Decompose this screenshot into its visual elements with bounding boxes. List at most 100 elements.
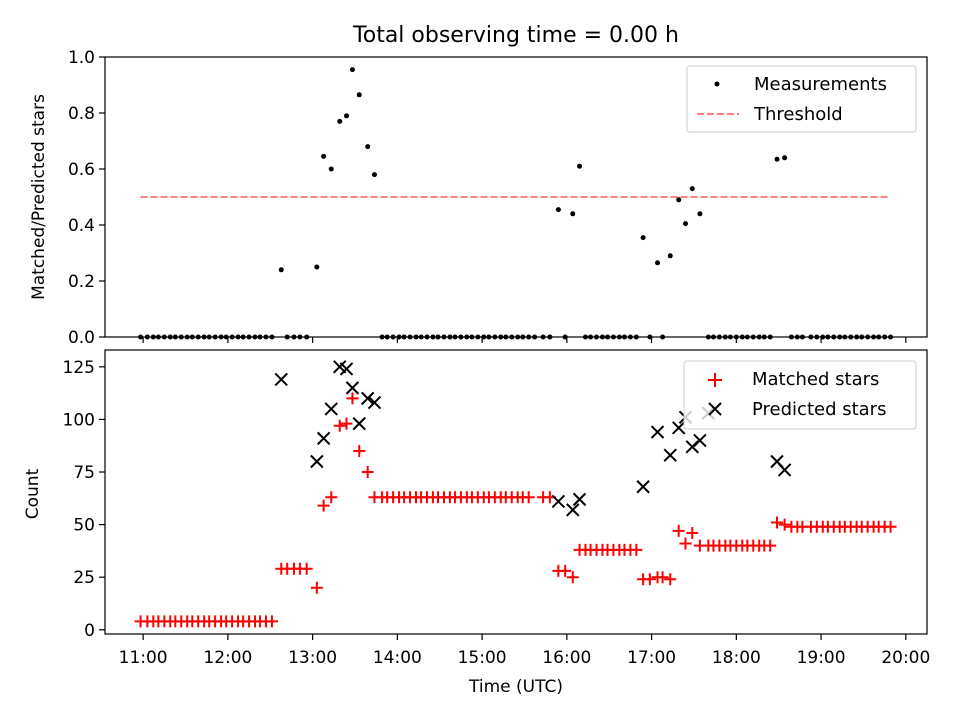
matched-stars-point (361, 466, 374, 479)
predicted-stars-point (339, 362, 354, 376)
matched-stars-point (325, 491, 338, 504)
legend-matched-label: Matched stars (752, 369, 879, 390)
matched-stars-point (778, 518, 791, 531)
measurement-point (349, 67, 355, 73)
matched-stars-point (566, 571, 579, 584)
predicted-stars-point (360, 391, 375, 406)
bottom-y-tick-label: 50 (73, 516, 95, 536)
matched-stars-point (559, 564, 572, 577)
bottom-x-tick-label: 12:00 (203, 648, 252, 668)
measurement-point (278, 267, 284, 273)
legend-predicted-marker (708, 402, 722, 416)
predicted-stars-point (274, 372, 288, 387)
top-legend: Measurements Threshold (686, 65, 917, 133)
measurement-point (774, 156, 780, 162)
top-y-tick-label: 0.8 (68, 104, 95, 124)
matched-stars-point (333, 419, 346, 432)
matched-stars-point (764, 539, 777, 552)
bottom-y-tick-label: 0 (84, 621, 95, 641)
matched-stars-point (884, 520, 897, 533)
measurement-point (570, 211, 576, 217)
bottom-y-axis-label: Count (23, 468, 43, 519)
predicted-stars-point (324, 402, 338, 416)
top-y-tick-label: 0.2 (68, 272, 95, 292)
predicted-stars-point (352, 416, 366, 431)
measurement-point (365, 144, 371, 150)
predicted-stars-point (663, 448, 677, 462)
predicted-stars-point (367, 395, 382, 410)
legend-threshold-label: Threshold (753, 104, 843, 125)
measurement-point (328, 166, 334, 172)
measurement-point (655, 260, 661, 266)
measurement-point (640, 235, 646, 241)
bottom-y-axis: 0 25 50 75 100 125 (63, 358, 105, 641)
predicted-stars-point (636, 480, 650, 494)
predicted-stars-point (572, 492, 587, 507)
measurement-point (577, 163, 583, 169)
predicted-stars-point (316, 431, 331, 446)
bottom-x-tick-label: 18:00 (712, 648, 761, 668)
predicted-stars-point (671, 421, 686, 435)
bottom-x-tick-label: 16:00 (542, 648, 591, 668)
bottom-legend-frame (683, 360, 917, 430)
top-x-ticks (142, 337, 907, 343)
bottom-x-tick-label: 20:00 (881, 648, 930, 668)
measurement-point (314, 264, 320, 270)
measurement-point (689, 186, 695, 192)
top-chart-title: Total observing time = 0.00 h (352, 23, 679, 48)
measurement-point (676, 197, 682, 203)
measurement-point (321, 153, 327, 159)
matched-stars-point (310, 581, 323, 594)
bottom-x-axis-label: Time (UTC) (468, 677, 563, 697)
legend-measurements-label: Measurements (754, 74, 887, 95)
measurement-point (667, 253, 673, 259)
bottom-legend: Matched stars Predicted stars (683, 360, 917, 430)
matched-stars-point (522, 491, 535, 504)
matched-stars-point (300, 562, 313, 575)
matched-stars-point (630, 543, 643, 556)
bottom-x-tick-label: 15:00 (458, 648, 507, 668)
matched-stars-point (265, 615, 278, 628)
matched-stars-point (771, 516, 784, 529)
measurement-point (682, 221, 688, 227)
predicted-stars-point (566, 503, 580, 517)
predicted-stars-point (693, 433, 707, 448)
predicted-stars-point (310, 454, 324, 469)
matched-stars-point (346, 392, 359, 405)
bottom-y-tick-label: 125 (63, 358, 95, 378)
predicted-stars-point (551, 494, 566, 509)
matched-stars-point (317, 499, 330, 512)
top-y-tick-label: 0.4 (68, 216, 95, 236)
predicted-stars-point (345, 381, 360, 395)
matched-stars-point (679, 537, 692, 550)
matched-stars-point (656, 571, 669, 584)
bottom-x-tick-label: 11:00 (119, 648, 168, 668)
predicted-stars-point (650, 425, 665, 439)
bottom-x-tick-label: 13:00 (288, 648, 337, 668)
top-y-axis: 0.0 0.2 0.4 0.6 0.8 1.0 (68, 48, 105, 348)
measurement-point (344, 113, 350, 119)
bottom-x-tick-label: 19:00 (797, 648, 846, 668)
matched-stars-point (664, 573, 677, 586)
matched-stars-point (686, 527, 699, 540)
bottom-x-axis: 11:00 12:00 13:00 14:00 15:00 16:00 17:00 18:00… (119, 634, 930, 668)
matched-stars-point (643, 573, 656, 586)
measurement-point (697, 211, 703, 217)
measurement-point (782, 155, 788, 161)
bottom-y-tick-label: 75 (73, 463, 95, 483)
top-panel: 0.0 0.2 0.4 0.6 0.8 1.0 Matched/Predicted sta… (29, 48, 928, 348)
measurement-point (337, 118, 343, 124)
matched-stars-point (353, 444, 366, 457)
matched-stars-point (672, 524, 685, 537)
bottom-y-tick-label: 25 (73, 568, 95, 588)
predicted-stars-point (777, 463, 792, 477)
top-y-tick-label: 1.0 (68, 48, 95, 68)
measurement-point (356, 92, 362, 98)
top-y-tick-label: 0.6 (68, 160, 95, 180)
bottom-plot-frame (104, 349, 928, 635)
measurement-point (371, 172, 377, 178)
top-y-tick-label: 0.0 (68, 328, 95, 348)
legend-predicted-label: Predicted stars (752, 399, 886, 420)
